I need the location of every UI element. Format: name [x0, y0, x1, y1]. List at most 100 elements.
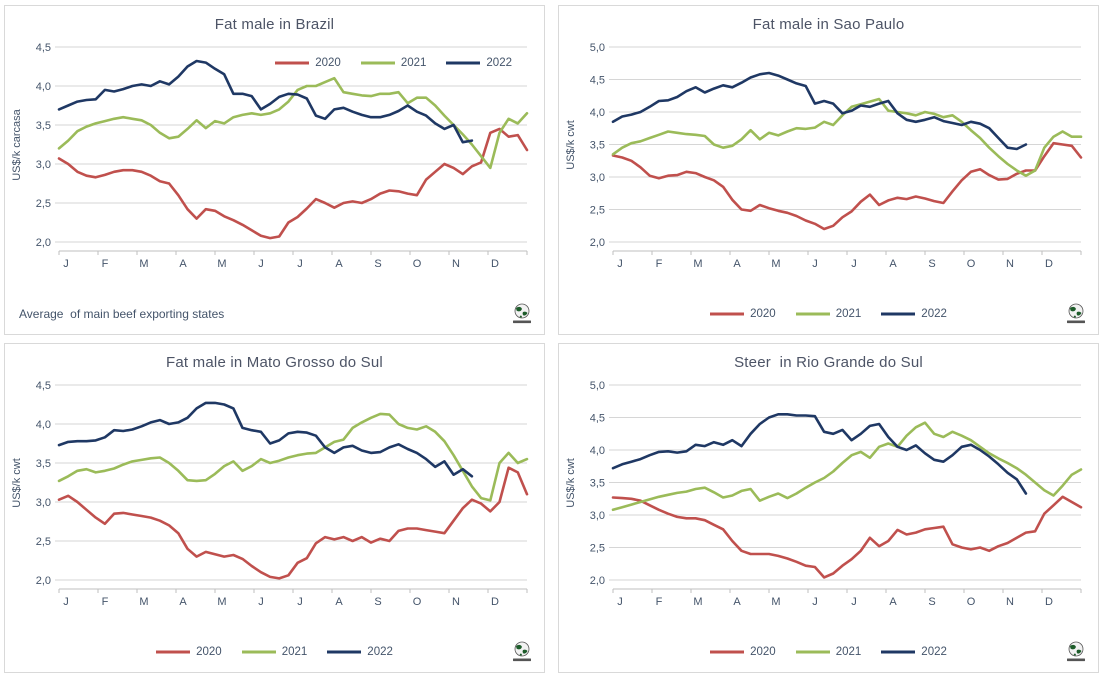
- svg-text:F: F: [656, 596, 663, 608]
- svg-text:4,5: 4,5: [36, 380, 51, 392]
- svg-text:M: M: [217, 596, 226, 608]
- chart-plot-rio-grande: 2,0 2,5 3,0 3,5 4,0 4,5 5,0 J F M A M J J A S O N D US$/k c…: [565, 380, 1083, 608]
- svg-text:F: F: [102, 596, 109, 608]
- legend-label-2022: 2022: [921, 646, 947, 658]
- svg-text:M: M: [771, 258, 780, 270]
- series-2022-line: [57, 59, 474, 144]
- svg-text:S: S: [374, 258, 381, 270]
- series-2020-line: [57, 127, 529, 240]
- chart-title-mato-grosso: Fat male in Mato Grosso do Sul: [166, 354, 383, 371]
- svg-text:M: M: [139, 258, 148, 270]
- legend-label-2022: 2022: [367, 646, 393, 658]
- svg-text:4,0: 4,0: [590, 107, 605, 119]
- legend-item-2022: 2022: [881, 646, 947, 658]
- svg-text:2,5: 2,5: [590, 205, 605, 217]
- legend-item-2022: 2022: [327, 646, 393, 658]
- legend-label-2020: 2020: [750, 646, 776, 658]
- chart-panel-mato-grosso: Fat male in Mato Grosso do Sul 2,0 2,5 3,0…: [4, 343, 545, 673]
- svg-text:N: N: [452, 596, 460, 608]
- series-2021-line: [611, 421, 1083, 512]
- legend-item-2021: 2021: [795, 646, 862, 658]
- svg-text:J: J: [812, 258, 818, 270]
- legend-swatch-2021: [795, 650, 830, 654]
- legend-item-2020: 2020: [710, 646, 776, 658]
- legend-label-2020: 2020: [196, 646, 222, 658]
- svg-text:5,0: 5,0: [590, 380, 605, 392]
- legend-swatch-2021: [795, 312, 830, 316]
- svg-text:J: J: [258, 258, 264, 270]
- chart-note-brazil: Average of main beef exporting states: [19, 307, 225, 321]
- svg-text:A: A: [733, 258, 741, 270]
- svg-text:D: D: [491, 258, 499, 270]
- legend-label-2021: 2021: [835, 308, 862, 320]
- svg-text:3,0: 3,0: [36, 497, 51, 509]
- chart-plot-sao-paulo: 2,0 2,5 3,0 3,5 4,0 4,5 5,0 J F M A M J J A S O N D US$/k c…: [565, 42, 1083, 270]
- series-2022-line: [57, 401, 474, 478]
- series-2020-line: [57, 466, 529, 580]
- svg-text:S: S: [374, 596, 381, 608]
- legend-label-2020: 2020: [315, 57, 341, 69]
- legend-item-2020: 2020: [275, 57, 341, 69]
- globe-logo-icon: [1066, 303, 1086, 325]
- legend-swatch-2022: [446, 61, 481, 65]
- legend-swatch-2021: [241, 650, 276, 654]
- series-2022-line: [611, 71, 1028, 151]
- svg-text:US$/k cwt: US$/k cwt: [565, 458, 577, 508]
- svg-text:M: M: [217, 258, 226, 270]
- chart-plot-brazil: 2,0 2,5 3,0 3,5 4,0 4,5 J F M A M J J A S O N D US$/k carc…: [11, 42, 529, 270]
- svg-text:2,0: 2,0: [590, 575, 605, 587]
- svg-text:M: M: [693, 258, 702, 270]
- svg-text:3,0: 3,0: [36, 159, 51, 171]
- legend-item-2020: 2020: [156, 646, 222, 658]
- legend-label-2022: 2022: [921, 308, 947, 320]
- svg-text:3,0: 3,0: [590, 172, 605, 184]
- chart-panel-sao-paulo: Fat male in Sao Paulo 2,0 2,5 3,0 3,5 4,0 4,5…: [558, 5, 1099, 335]
- svg-text:D: D: [1045, 258, 1053, 270]
- series-2020-line: [611, 495, 1083, 579]
- legend-label-2021: 2021: [281, 646, 308, 658]
- legend-swatch-2020: [710, 312, 745, 316]
- svg-text:A: A: [335, 596, 343, 608]
- legend-rio-grande: 2020 2021 2022: [710, 646, 947, 658]
- legend-item-2021: 2021: [360, 57, 427, 69]
- svg-text:4,5: 4,5: [36, 42, 51, 54]
- svg-text:2,5: 2,5: [36, 536, 51, 548]
- globe-logo-icon: [512, 641, 532, 663]
- svg-text:J: J: [297, 596, 303, 608]
- svg-text:J: J: [617, 596, 623, 608]
- svg-text:A: A: [179, 258, 187, 270]
- svg-text:2,0: 2,0: [36, 237, 51, 249]
- legend-label-2021: 2021: [400, 57, 427, 69]
- svg-text:J: J: [617, 258, 623, 270]
- legend-sao-paulo: 2020 2021 2022: [710, 308, 947, 320]
- svg-text:A: A: [889, 258, 897, 270]
- series-2021-line: [57, 412, 529, 502]
- svg-text:J: J: [63, 258, 69, 270]
- legend-swatch-2022: [881, 312, 916, 316]
- legend-brazil: 2020 2021 2022: [275, 57, 512, 69]
- legend-swatch-2021: [360, 61, 395, 65]
- chart-title-rio-grande: Steer in Rio Grande do Sul: [734, 354, 923, 371]
- legend-swatch-2020: [710, 650, 745, 654]
- svg-text:J: J: [812, 596, 818, 608]
- svg-text:A: A: [889, 596, 897, 608]
- series-2020-line: [611, 141, 1083, 231]
- svg-text:N: N: [452, 258, 460, 270]
- svg-text:US$/k cwt: US$/k cwt: [565, 120, 577, 170]
- svg-text:A: A: [179, 596, 187, 608]
- svg-text:2,0: 2,0: [36, 575, 51, 587]
- series-2021-line: [57, 76, 529, 170]
- svg-text:5,0: 5,0: [590, 42, 605, 54]
- svg-text:3,0: 3,0: [590, 510, 605, 522]
- svg-text:O: O: [967, 258, 976, 270]
- legend-label-2021: 2021: [835, 646, 862, 658]
- legend-swatch-2020: [275, 61, 310, 65]
- legend-swatch-2020: [156, 650, 191, 654]
- legend-swatch-2022: [327, 650, 362, 654]
- globe-logo-icon: [512, 303, 532, 325]
- svg-text:4,5: 4,5: [590, 75, 605, 87]
- svg-text:M: M: [139, 596, 148, 608]
- svg-text:J: J: [851, 596, 857, 608]
- svg-text:M: M: [693, 596, 702, 608]
- svg-text:4,0: 4,0: [36, 419, 51, 431]
